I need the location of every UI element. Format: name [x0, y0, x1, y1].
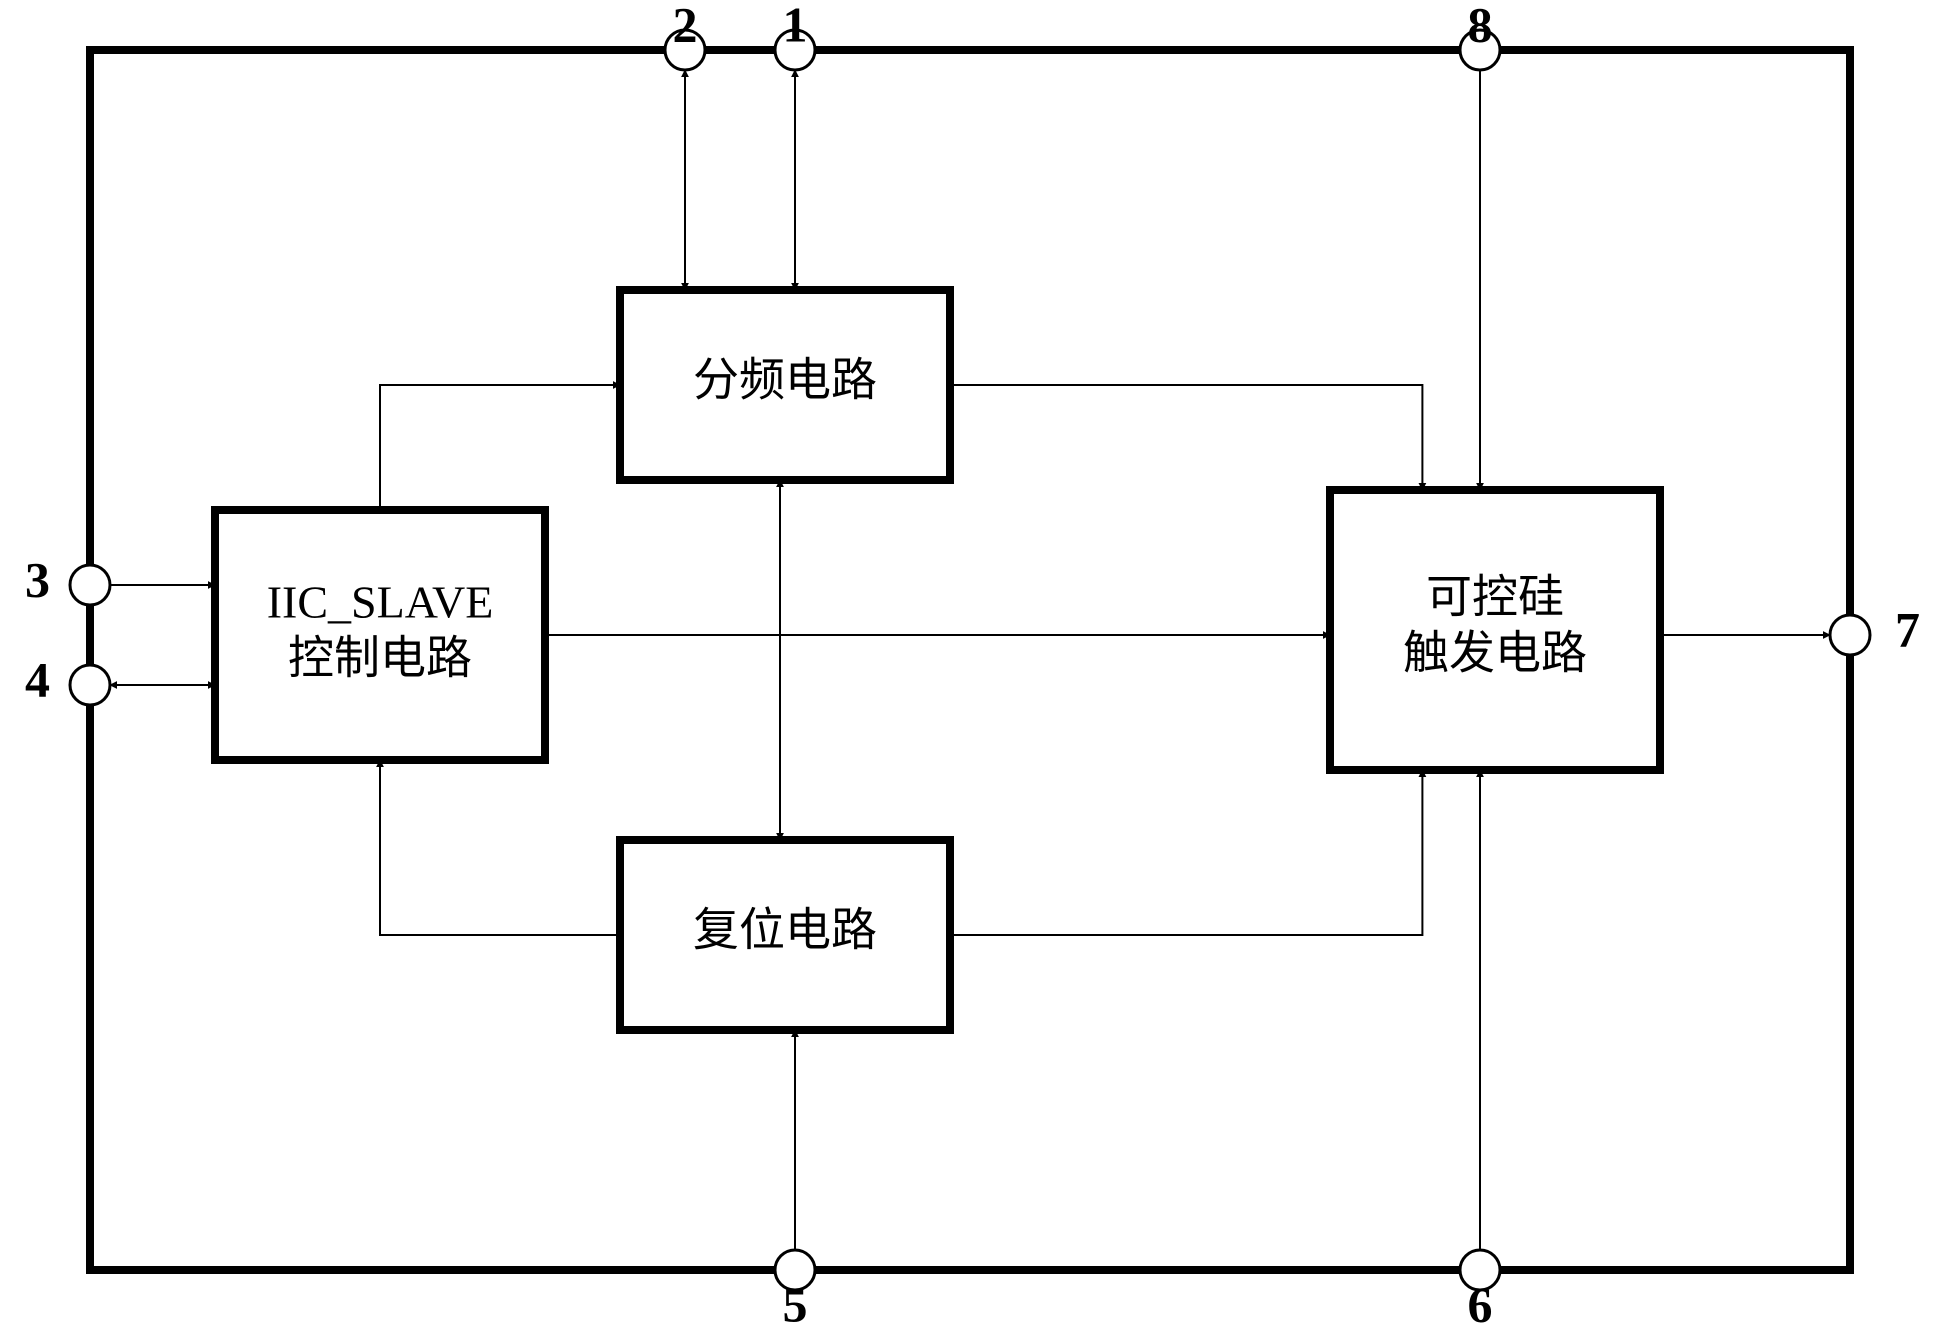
pin-2-label: 2 [673, 0, 698, 52]
pin-7 [1830, 615, 1870, 655]
block-iic-label2: 控制电路 [288, 633, 472, 684]
block-trigger-label2: 触发电路 [1403, 628, 1587, 679]
pin-8-label: 8 [1468, 0, 1493, 52]
block-iic-label1: IIC_SLAVE [267, 577, 494, 628]
wire-divider_right-trigger_top_l [950, 385, 1422, 490]
block-reset-label1: 复位电路 [693, 905, 877, 956]
pin-4 [70, 665, 110, 705]
pin-6-label: 6 [1468, 1276, 1493, 1323]
pin-3-label: 3 [25, 551, 50, 607]
pin-3 [70, 565, 110, 605]
diagram-canvas: IIC_SLAVE控制电路 分频电路复位电路 可控硅触发电路 1 2 3 4 5 6 7 8 [0, 0, 1937, 1323]
pin-7-label: 7 [1895, 601, 1920, 657]
wire-iic_top-divider_left [380, 385, 620, 510]
wire-reset_left-iic_bottom [380, 760, 620, 935]
pin-4-label: 4 [25, 651, 50, 707]
wire-reset_right-trigger_bottom_l [950, 770, 1422, 935]
block-divider-label1: 分频电路 [693, 355, 877, 406]
block-trigger-label1: 可控硅 [1426, 572, 1564, 623]
pin-5-label: 5 [783, 1276, 808, 1323]
pin-1-label: 1 [783, 0, 808, 52]
